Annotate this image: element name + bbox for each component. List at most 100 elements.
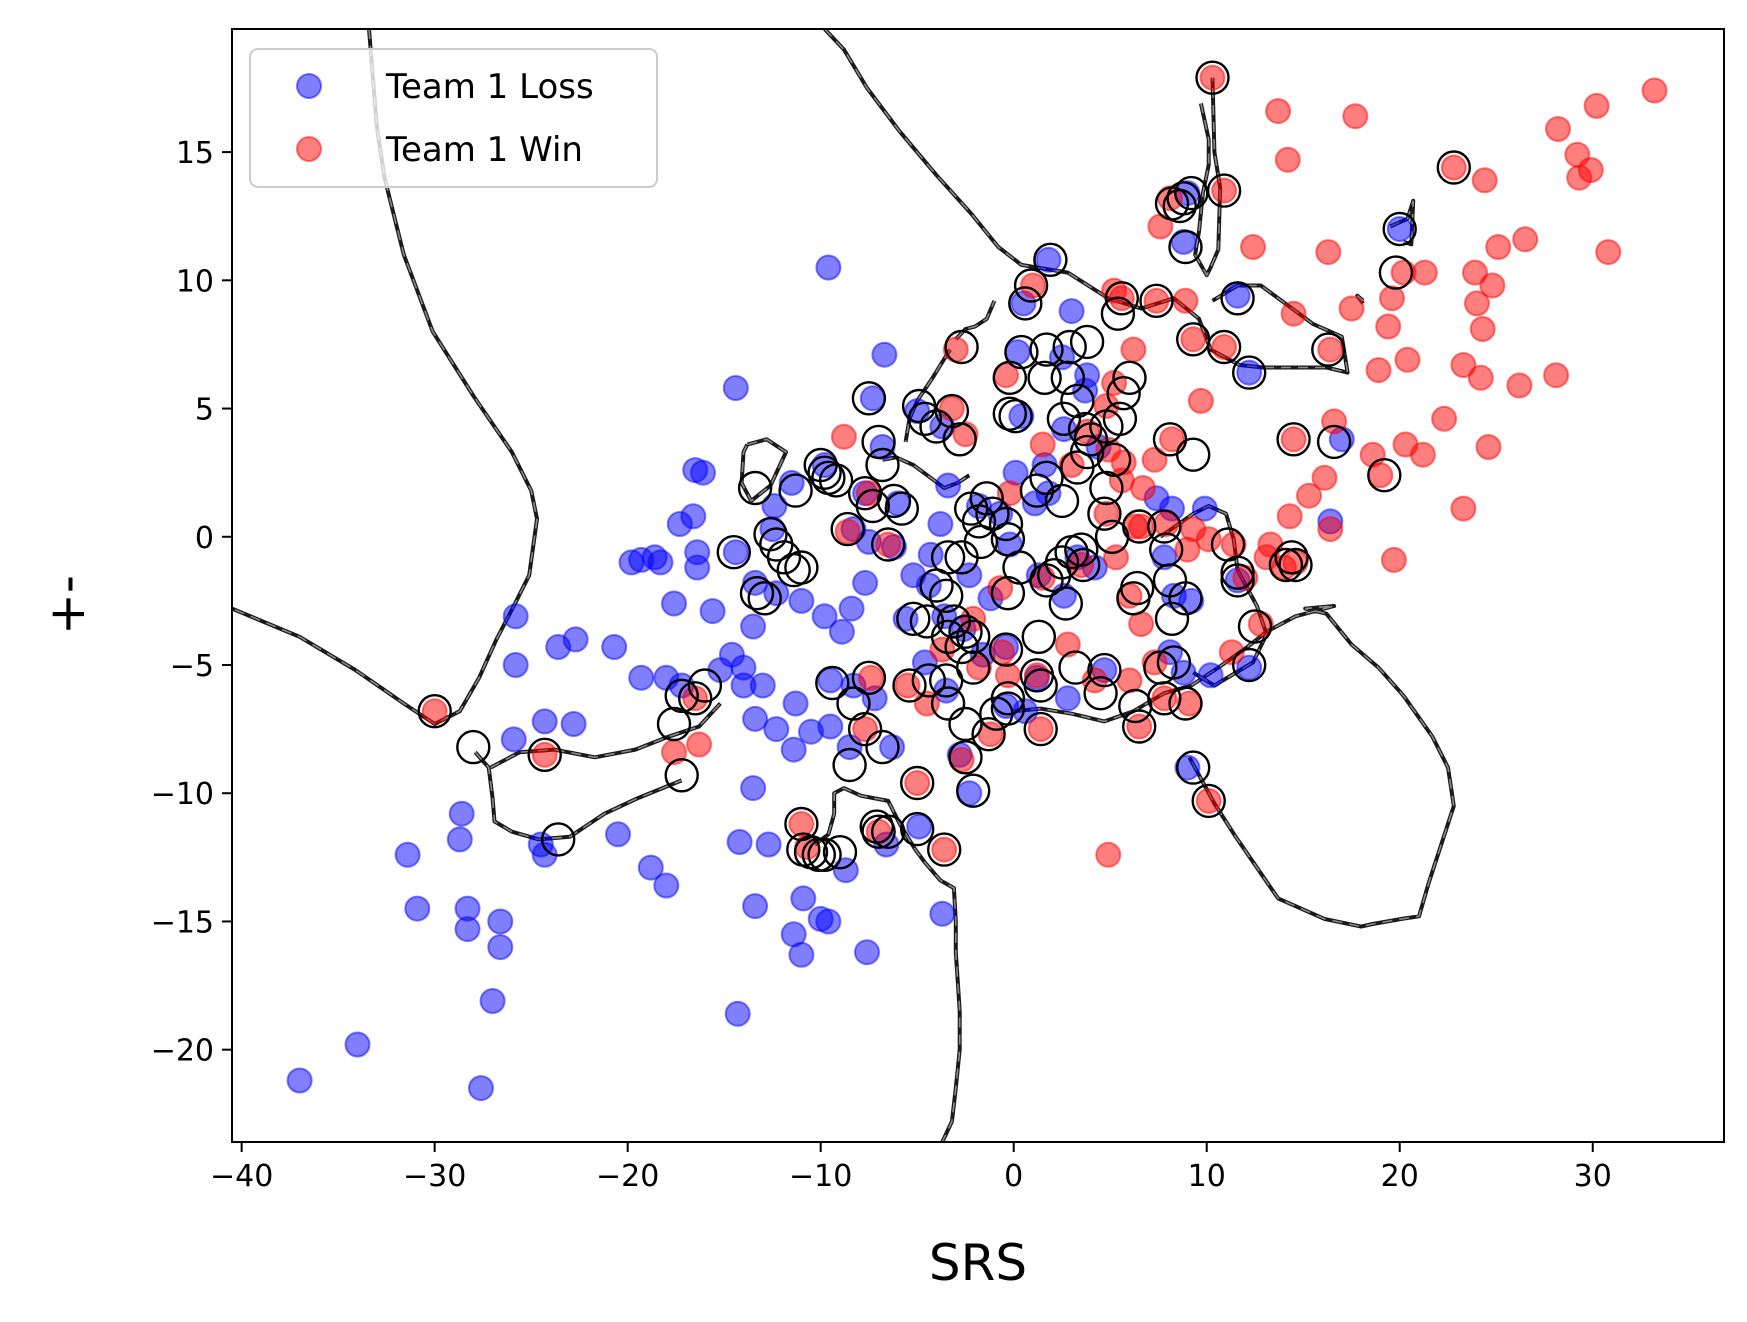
- y-tick-label: −10: [151, 777, 214, 812]
- support-vector-ring: [1021, 619, 1057, 654]
- y-tick-label: −5: [170, 649, 214, 684]
- support-vector-ring: [1008, 286, 1043, 321]
- support-vector-ring: [678, 681, 713, 716]
- support-vector-ring: [930, 686, 966, 721]
- support-vector-ring: [956, 773, 991, 808]
- loss-point: [500, 726, 527, 753]
- win-point: [1311, 464, 1338, 491]
- win-point: [1440, 154, 1467, 181]
- win-point: [966, 654, 992, 681]
- win-point: [830, 423, 857, 450]
- win-point: [1512, 226, 1539, 253]
- loss-point: [742, 893, 769, 920]
- loss-point: [740, 613, 767, 640]
- support-vector-ring: [1033, 242, 1068, 277]
- support-vector-ring: [1067, 411, 1103, 447]
- win-point: [1471, 167, 1498, 194]
- legend-label-win: Team 1 Win: [385, 130, 583, 170]
- support-vector-ring: [1316, 424, 1352, 460]
- support-vector-ring: [1106, 376, 1141, 411]
- win-point: [1583, 92, 1610, 119]
- win-point: [1218, 639, 1245, 666]
- win-point: [421, 698, 448, 725]
- loss-point: [680, 503, 707, 530]
- support-vector-ring: [1231, 355, 1267, 390]
- win-point: [894, 672, 921, 699]
- support-vector-ring: [832, 747, 867, 783]
- win-point: [1180, 516, 1207, 543]
- support-vector-ring: [784, 806, 819, 842]
- win-point: [1128, 513, 1155, 540]
- loss-point: [394, 841, 421, 868]
- win-point: [834, 518, 861, 545]
- support-vector-ring: [929, 663, 964, 698]
- loss-point: [446, 826, 473, 853]
- support-vector-ring: [747, 581, 782, 616]
- win-point: [1409, 441, 1436, 468]
- support-vector-ring: [1436, 150, 1472, 185]
- support-vector-ring: [1139, 283, 1174, 318]
- support-vector-ring: [1174, 175, 1209, 211]
- support-vector-ring: [1278, 547, 1313, 583]
- loss-point: [1236, 654, 1263, 681]
- win-point: [1641, 77, 1668, 104]
- win-point: [1380, 546, 1407, 573]
- win-point: [1020, 272, 1046, 299]
- win-point: [1172, 287, 1199, 314]
- y-tick-label: −20: [151, 1034, 214, 1069]
- loss-point: [502, 652, 529, 678]
- loss-point: [730, 672, 757, 699]
- win-point: [1296, 482, 1322, 509]
- win-point: [1211, 177, 1238, 204]
- loss-point: [815, 908, 842, 935]
- win-point: [1280, 426, 1307, 453]
- win-point: [1101, 277, 1128, 304]
- support-vector-ring: [934, 393, 970, 429]
- support-vector-ring: [1060, 450, 1095, 485]
- win-point: [686, 731, 713, 758]
- support-vector-ring: [1048, 586, 1084, 621]
- support-vector-ring: [971, 717, 1006, 752]
- loss-point: [487, 934, 514, 961]
- support-vector-ring: [892, 668, 927, 703]
- x-tick-label: −10: [789, 1159, 852, 1194]
- support-vector-ring: [1231, 647, 1267, 683]
- win-point: [1029, 431, 1056, 458]
- y-tick-label: 15: [176, 136, 214, 171]
- support-vector-ring: [1119, 570, 1155, 606]
- win-point: [1180, 326, 1207, 353]
- win-point: [1151, 685, 1178, 712]
- support-vector-ring: [1069, 324, 1105, 360]
- support-vector-ring: [1276, 422, 1311, 457]
- win-point: [1159, 426, 1185, 453]
- support-vector-ring: [1220, 563, 1255, 598]
- win-point: [1431, 405, 1458, 432]
- support-vector-ring: [992, 360, 1027, 395]
- support-vector-ring: [716, 535, 751, 570]
- support-vector-ring: [1220, 281, 1255, 316]
- points-layer: [286, 60, 1668, 1102]
- support-vector-ring: [900, 765, 935, 801]
- x-tick-label: −20: [596, 1159, 659, 1194]
- support-vector-ring: [855, 488, 890, 524]
- support-vector-ring: [417, 694, 452, 729]
- support-vector-ring: [1058, 650, 1093, 685]
- support-vector-ring: [884, 491, 919, 526]
- loss-point: [1197, 662, 1224, 689]
- loss-point: [828, 618, 855, 645]
- loss-point: [487, 908, 514, 935]
- support-vector-ring: [900, 811, 935, 847]
- win-point: [1379, 285, 1405, 312]
- loss-point: [1174, 754, 1201, 781]
- support-vector-ring: [1104, 281, 1140, 316]
- support-vector-ring: [1168, 229, 1203, 265]
- win-point: [1317, 516, 1344, 543]
- support-vector-ring: [1147, 509, 1182, 544]
- loss-point: [286, 1067, 313, 1094]
- support-vector-ring: [896, 601, 931, 636]
- support-vector-ring: [784, 550, 819, 585]
- win-point: [1545, 116, 1571, 142]
- support-vector-ring: [944, 329, 979, 365]
- win-point: [1506, 372, 1533, 399]
